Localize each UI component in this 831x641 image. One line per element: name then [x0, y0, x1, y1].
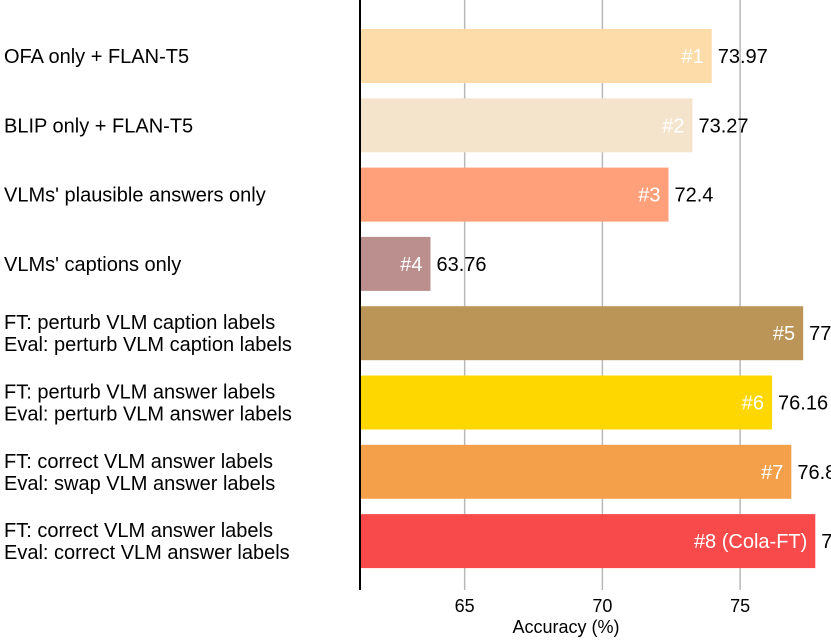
x-axis-ticks: 65 70 75 — [455, 596, 750, 616]
bar-rank-label: #5 — [773, 323, 795, 345]
category-label-line: Eval: correct VLM answer labels — [4, 542, 290, 564]
bar-value-label: 76.86 — [797, 462, 831, 484]
bar-value-label: 73.97 — [718, 46, 768, 68]
bar-value-label: 77.73 — [821, 531, 831, 553]
bar — [360, 306, 804, 361]
category-label-line: FT: correct VLM answer labels — [4, 520, 273, 542]
bar-rank-label: #1 — [681, 46, 703, 68]
x-tick-label: 70 — [592, 596, 612, 616]
category-label: VLMs' captions only — [4, 254, 181, 276]
bar-rank-label: #6 — [742, 393, 764, 415]
category-label-line: FT: correct VLM answer labels — [4, 451, 273, 473]
bar — [360, 167, 669, 222]
bar — [360, 236, 431, 291]
bar-rank-label: #2 — [662, 115, 684, 137]
bar — [360, 444, 792, 499]
category-label: FT: correct VLM answer labels Eval: corre… — [4, 520, 290, 564]
category-label-line: VLMs' plausible answers only — [4, 185, 266, 207]
category-label-line: FT: perturb VLM answer labels — [4, 382, 275, 404]
bar-rank-label: #7 — [761, 462, 783, 484]
bar-value-label: 72.4 — [674, 185, 713, 207]
category-label-line: VLMs' captions only — [4, 254, 181, 276]
bars — [360, 29, 816, 569]
category-label-line: Eval: swap VLM answer labels — [4, 473, 275, 495]
bar — [360, 98, 693, 153]
category-label: FT: perturb VLM answer labels Eval: pertu… — [4, 382, 292, 426]
bar-value-label: 76.16 — [778, 393, 828, 415]
bar — [360, 29, 712, 83]
category-label: BLIP only + FLAN-T5 — [4, 115, 193, 137]
category-label: FT: perturb VLM caption labels Eval: pert… — [4, 312, 292, 356]
bar-value-label: 73.27 — [698, 115, 748, 137]
x-tick-label: 65 — [455, 596, 475, 616]
category-label-line: FT: perturb VLM caption labels — [4, 312, 275, 334]
category-label-line: BLIP only + FLAN-T5 — [4, 115, 193, 137]
bar-value-label: 63.76 — [437, 254, 487, 276]
grid-lines — [463, 0, 741, 590]
category-label: VLMs' plausible answers only — [4, 185, 266, 207]
category-label: OFA only + FLAN-T5 — [4, 46, 189, 68]
category-label: FT: correct VLM answer labels Eval: swap … — [4, 451, 275, 495]
labels: #1 73.97 OFA only + FLAN-T5 #2 73.27 BLIP onl… — [4, 46, 831, 564]
bar — [360, 375, 773, 430]
bar-rank-label: #4 — [400, 254, 422, 276]
x-axis-title: Accuracy (%) — [512, 617, 619, 637]
bar-rank-label: #8 (Cola-FT) — [694, 531, 807, 553]
category-label-line: OFA only + FLAN-T5 — [4, 46, 189, 68]
bar — [360, 514, 816, 569]
x-tick-label: 75 — [730, 596, 750, 616]
category-label-line: Eval: perturb VLM answer labels — [4, 404, 292, 426]
bar-value-label: 77.29 — [809, 323, 831, 345]
category-label-line: Eval: perturb VLM caption labels — [4, 334, 292, 356]
bar-rank-label: #3 — [638, 185, 660, 207]
